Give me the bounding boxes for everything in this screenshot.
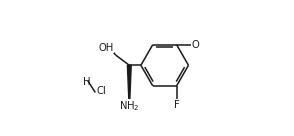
- Text: F: F: [174, 100, 179, 110]
- Text: OH: OH: [98, 43, 114, 53]
- Text: O: O: [191, 40, 199, 50]
- Text: NH$_2$: NH$_2$: [119, 99, 140, 113]
- Polygon shape: [127, 65, 131, 112]
- Text: H: H: [83, 77, 90, 87]
- Text: Cl: Cl: [97, 86, 106, 96]
